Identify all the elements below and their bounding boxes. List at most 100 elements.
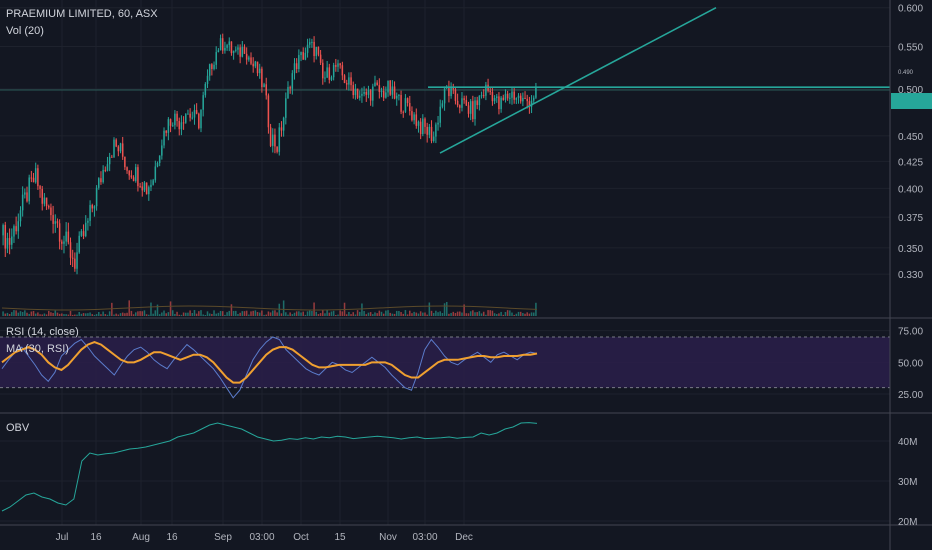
volume-bar-8: [19, 311, 22, 316]
candle-body-16: [37, 168, 39, 187]
volume-bar-111: [243, 311, 246, 316]
volume-bar-73: [161, 312, 163, 316]
candle-body-35: [78, 235, 80, 253]
candle-body-33: [74, 258, 76, 269]
candle-body-15: [34, 168, 37, 183]
candle-body-182: [398, 95, 400, 97]
candle-body-114: [250, 57, 252, 64]
volume-legend[interactable]: Vol (20): [6, 25, 44, 37]
volume-bar-119: [261, 310, 263, 316]
volume-bar-59: [130, 310, 133, 316]
volume-bar-240: [524, 313, 526, 316]
volume-bar-137: [300, 312, 302, 316]
candle-body-40: [89, 205, 91, 221]
candle-body-108: [237, 47, 239, 50]
volume-bar-235: [513, 314, 515, 316]
volume-bar-85: [187, 312, 189, 316]
candle-body-227: [496, 96, 498, 98]
volume-bar-178: [389, 312, 391, 316]
x-tick-label-4: Sep: [214, 532, 232, 543]
candle-body-54: [119, 143, 122, 152]
candle-body-73: [161, 145, 163, 156]
candle-body-193: [422, 118, 424, 135]
candle-body-70: [154, 166, 157, 181]
volume-bar-76: [167, 312, 170, 316]
volume-bar-67: [148, 314, 150, 316]
candle-body-37: [82, 231, 85, 237]
volume-bar-126: [276, 312, 278, 316]
volume-bar-0: [2, 311, 4, 316]
candle-body-142: [311, 41, 313, 43]
volume-bar-201: [439, 311, 441, 316]
volume-bar-30: [67, 314, 70, 316]
candle-body-88: [193, 110, 196, 118]
candle-body-180: [393, 86, 396, 99]
candle-body-102: [224, 47, 226, 51]
candle-body-221: [482, 95, 485, 97]
candle-body-104: [228, 41, 231, 46]
volume-bar-146: [319, 313, 322, 316]
volume-bar-142: [311, 310, 313, 316]
ma-legend[interactable]: MA (30, RSI): [6, 343, 69, 355]
volume-bar-80: [176, 311, 178, 316]
volume-bar-112: [245, 310, 248, 316]
candle-body-81: [178, 121, 181, 130]
candle-body-191: [417, 121, 420, 126]
volume-bar-100: [219, 310, 222, 316]
obv-legend[interactable]: OBV: [6, 422, 30, 434]
candle-body-149: [326, 67, 328, 78]
volume-bar-161: [352, 312, 354, 316]
candle-body-83: [182, 122, 185, 124]
rsi-legend[interactable]: RSI (14, close): [6, 326, 79, 338]
candle-body-94: [206, 75, 209, 84]
volume-bar-224: [489, 310, 492, 316]
volume-bar-91: [200, 310, 202, 316]
candle-body-186: [406, 98, 409, 104]
candle-body-219: [478, 95, 481, 106]
candle-body-233: [509, 97, 511, 99]
candle-body-137: [300, 52, 302, 56]
rsi-tick-label-0: 75.00: [898, 327, 923, 338]
volume-bar-72: [158, 314, 161, 316]
volume-bar-140: [306, 311, 309, 316]
candle-body-146: [319, 54, 322, 63]
price-pane[interactable]: [0, 6, 890, 316]
candle-body-238: [519, 95, 522, 102]
rsi-pane[interactable]: [0, 336, 890, 399]
volume-bar-75: [165, 313, 167, 316]
volume-bar-195: [426, 314, 428, 316]
volume-bar-115: [252, 310, 254, 316]
candle-body-164: [358, 95, 361, 98]
candle-body-69: [152, 180, 154, 185]
symbol-title[interactable]: PRAEMIUM LIMITED, 60, ASX: [6, 8, 158, 20]
x-tick-label-5: 03:00: [249, 532, 274, 543]
volume-bar-237: [517, 311, 520, 316]
volume-bar-196: [428, 302, 431, 316]
price-tick-label-4: 0.425: [898, 157, 923, 168]
volume-bar-44: [98, 312, 100, 316]
price-tick-label-8: 0.330: [898, 270, 923, 281]
candle-body-84: [185, 114, 187, 123]
candle-body-123: [269, 127, 272, 146]
volume-bar-152: [332, 310, 335, 316]
candle-body-194: [424, 118, 426, 127]
candle-body-148: [324, 77, 326, 79]
candle-body-62: [137, 167, 139, 187]
candle-body-31: [69, 242, 72, 258]
volume-bar-17: [39, 314, 41, 316]
candle-body-61: [134, 167, 137, 182]
candle-body-53: [117, 146, 120, 152]
volume-bar-47: [104, 314, 107, 316]
volume-bar-87: [191, 312, 194, 316]
volume-bar-151: [330, 311, 333, 316]
volume-bar-19: [43, 313, 46, 316]
candle-body-220: [480, 95, 483, 97]
candle-body-141: [308, 42, 311, 45]
candle-body-109: [239, 47, 241, 57]
volume-bar-233: [509, 310, 511, 316]
volume-bar-14: [32, 311, 35, 316]
obv-pane[interactable]: [1, 422, 538, 512]
candle-body-29: [65, 231, 67, 242]
grid-lines: [0, 0, 890, 525]
